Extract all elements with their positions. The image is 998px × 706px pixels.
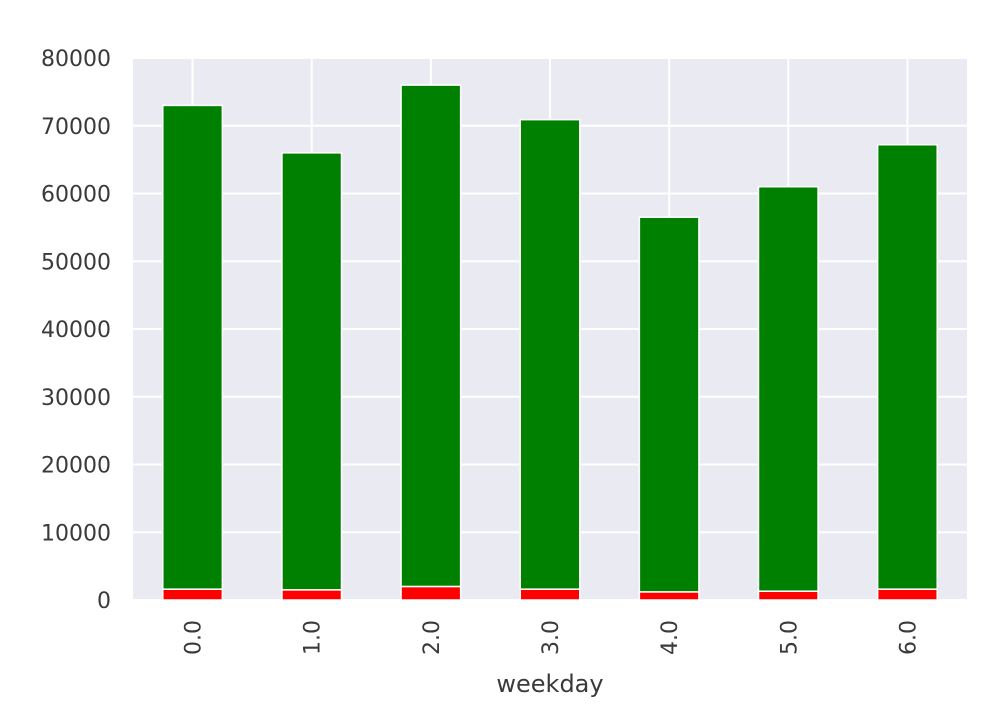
y-tick-label: 20000 <box>41 454 111 479</box>
bar-segment-3.0-series-0 <box>519 588 581 601</box>
x-tick-label: 6.0 <box>896 620 921 655</box>
bar-segment-1.0-series-0 <box>281 589 343 601</box>
bars <box>162 84 938 601</box>
bar-segment-5.0-series-0 <box>757 590 819 601</box>
bar-segment-4.0-series-0 <box>638 591 700 601</box>
y-tick-label: 40000 <box>41 318 111 343</box>
y-axis: 0 10000 20000 30000 40000 50000 60000 70000 8000… <box>41 47 111 614</box>
y-tick-label: 30000 <box>41 386 111 411</box>
bar-segment-4.0-series-1 <box>638 216 700 593</box>
x-tick-label: 3.0 <box>539 620 564 655</box>
y-tick-label: 10000 <box>41 521 111 546</box>
bar-segment-5.0-series-1 <box>757 185 819 592</box>
y-tick-label: 0 <box>97 589 111 614</box>
y-tick-label: 80000 <box>41 47 111 72</box>
x-axis: 0.0 1.0 2.0 3.0 4.0 5.0 6.0 <box>182 620 922 655</box>
bar-segment-3.0-series-1 <box>519 118 581 590</box>
bar-segment-6.0-series-1 <box>876 143 938 590</box>
bar-segment-2.0-series-1 <box>400 84 462 588</box>
x-axis-label: weekday <box>496 670 603 698</box>
bar-segment-0.0-series-1 <box>162 104 224 590</box>
x-tick-label: 1.0 <box>301 620 326 655</box>
bar-segment-1.0-series-1 <box>281 152 343 591</box>
bar-segment-2.0-series-0 <box>400 585 462 601</box>
y-tick-label: 70000 <box>41 115 111 140</box>
x-tick-label: 4.0 <box>658 620 683 655</box>
bar-segment-0.0-series-0 <box>162 588 224 601</box>
y-tick-label: 60000 <box>41 183 111 208</box>
x-tick-label: 5.0 <box>777 620 802 655</box>
x-tick-label: 0.0 <box>182 620 207 655</box>
x-tick-label: 2.0 <box>420 620 445 655</box>
bar-segment-6.0-series-0 <box>876 588 938 601</box>
y-tick-label: 50000 <box>41 250 111 275</box>
